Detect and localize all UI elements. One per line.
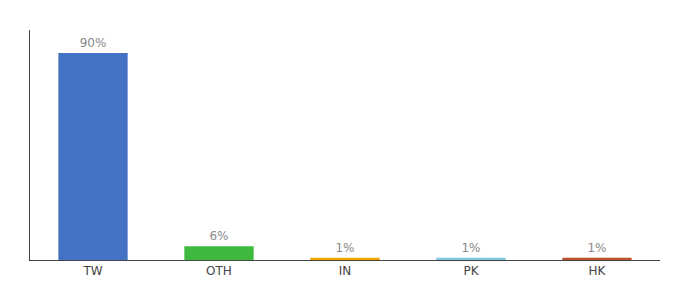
- svg-text:IN: IN: [339, 264, 352, 278]
- svg-text:1%: 1%: [587, 241, 606, 255]
- svg-text:TW: TW: [82, 264, 102, 278]
- svg-text:1%: 1%: [335, 241, 354, 255]
- svg-text:6%: 6%: [209, 229, 228, 243]
- svg-text:HK: HK: [589, 264, 607, 278]
- svg-text:PK: PK: [463, 264, 479, 278]
- svg-text:90%: 90%: [80, 36, 107, 50]
- svg-text:OTH: OTH: [206, 264, 232, 278]
- svg-text:1%: 1%: [461, 241, 480, 255]
